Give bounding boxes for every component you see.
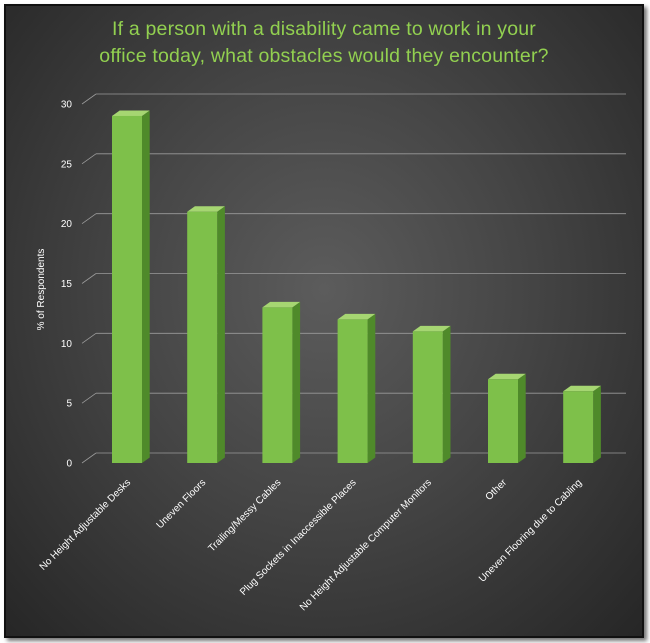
bar-top [412, 325, 451, 332]
bar-top [112, 110, 150, 116]
bar-top [262, 301, 301, 308]
bar-chart: 0 5 10 15 20 25 30 % of Respondents No Height Ad… [36, 93, 626, 613]
bar [412, 331, 443, 463]
x-tick-label: Uneven Floors [155, 477, 209, 531]
y-tick-label: 25 [61, 159, 73, 170]
bar-top [187, 206, 225, 212]
bar-side [518, 373, 526, 463]
x-tick-label: No Height Adjustable Computer Monitors [298, 477, 434, 613]
x-tick-label: No Height Adjustable Desks [38, 477, 133, 572]
bar-top [563, 385, 601, 392]
y-axis-title: % of Respondents [36, 249, 47, 331]
bar-side [292, 301, 301, 463]
x-tick-label: Plug Sockets in Inaccessible Places [238, 477, 359, 598]
bar [262, 307, 293, 463]
bar-side [142, 110, 150, 463]
bar [488, 379, 518, 463]
y-tick-label: 30 [61, 100, 73, 111]
y-tick-label: 20 [61, 219, 73, 230]
x-tick-label: Other [484, 477, 510, 503]
chart-title: If a person with a disability came to wo… [6, 16, 642, 70]
grid-connector [81, 392, 97, 404]
y-tick-label: 5 [66, 399, 72, 410]
grid-connector [81, 213, 97, 224]
grid-connector [81, 273, 97, 284]
bar [112, 115, 142, 463]
bar-top [337, 313, 376, 320]
bar [563, 391, 594, 463]
y-tick-label: 10 [61, 339, 73, 350]
bar-side [367, 313, 376, 463]
bar-side [217, 206, 225, 463]
chart-frame: If a person with a disability came to wo… [4, 4, 644, 638]
grid-connector [81, 452, 97, 464]
y-tick-label: 15 [61, 279, 73, 290]
bar [187, 211, 218, 463]
chart-title-line-1: If a person with a disability came to wo… [111, 18, 536, 40]
bar-top [488, 373, 526, 380]
grid-connector [81, 153, 97, 165]
grid-connector [81, 93, 97, 105]
y-tick-label: 0 [66, 459, 72, 470]
chart-title-line-2: office today, what obstacles would they … [99, 45, 549, 67]
bar [337, 319, 368, 463]
grid-connector [81, 333, 97, 344]
bar-side [442, 325, 451, 463]
bar-side [593, 385, 601, 463]
x-tick-label: Trailing/Messy Cables [206, 477, 283, 554]
